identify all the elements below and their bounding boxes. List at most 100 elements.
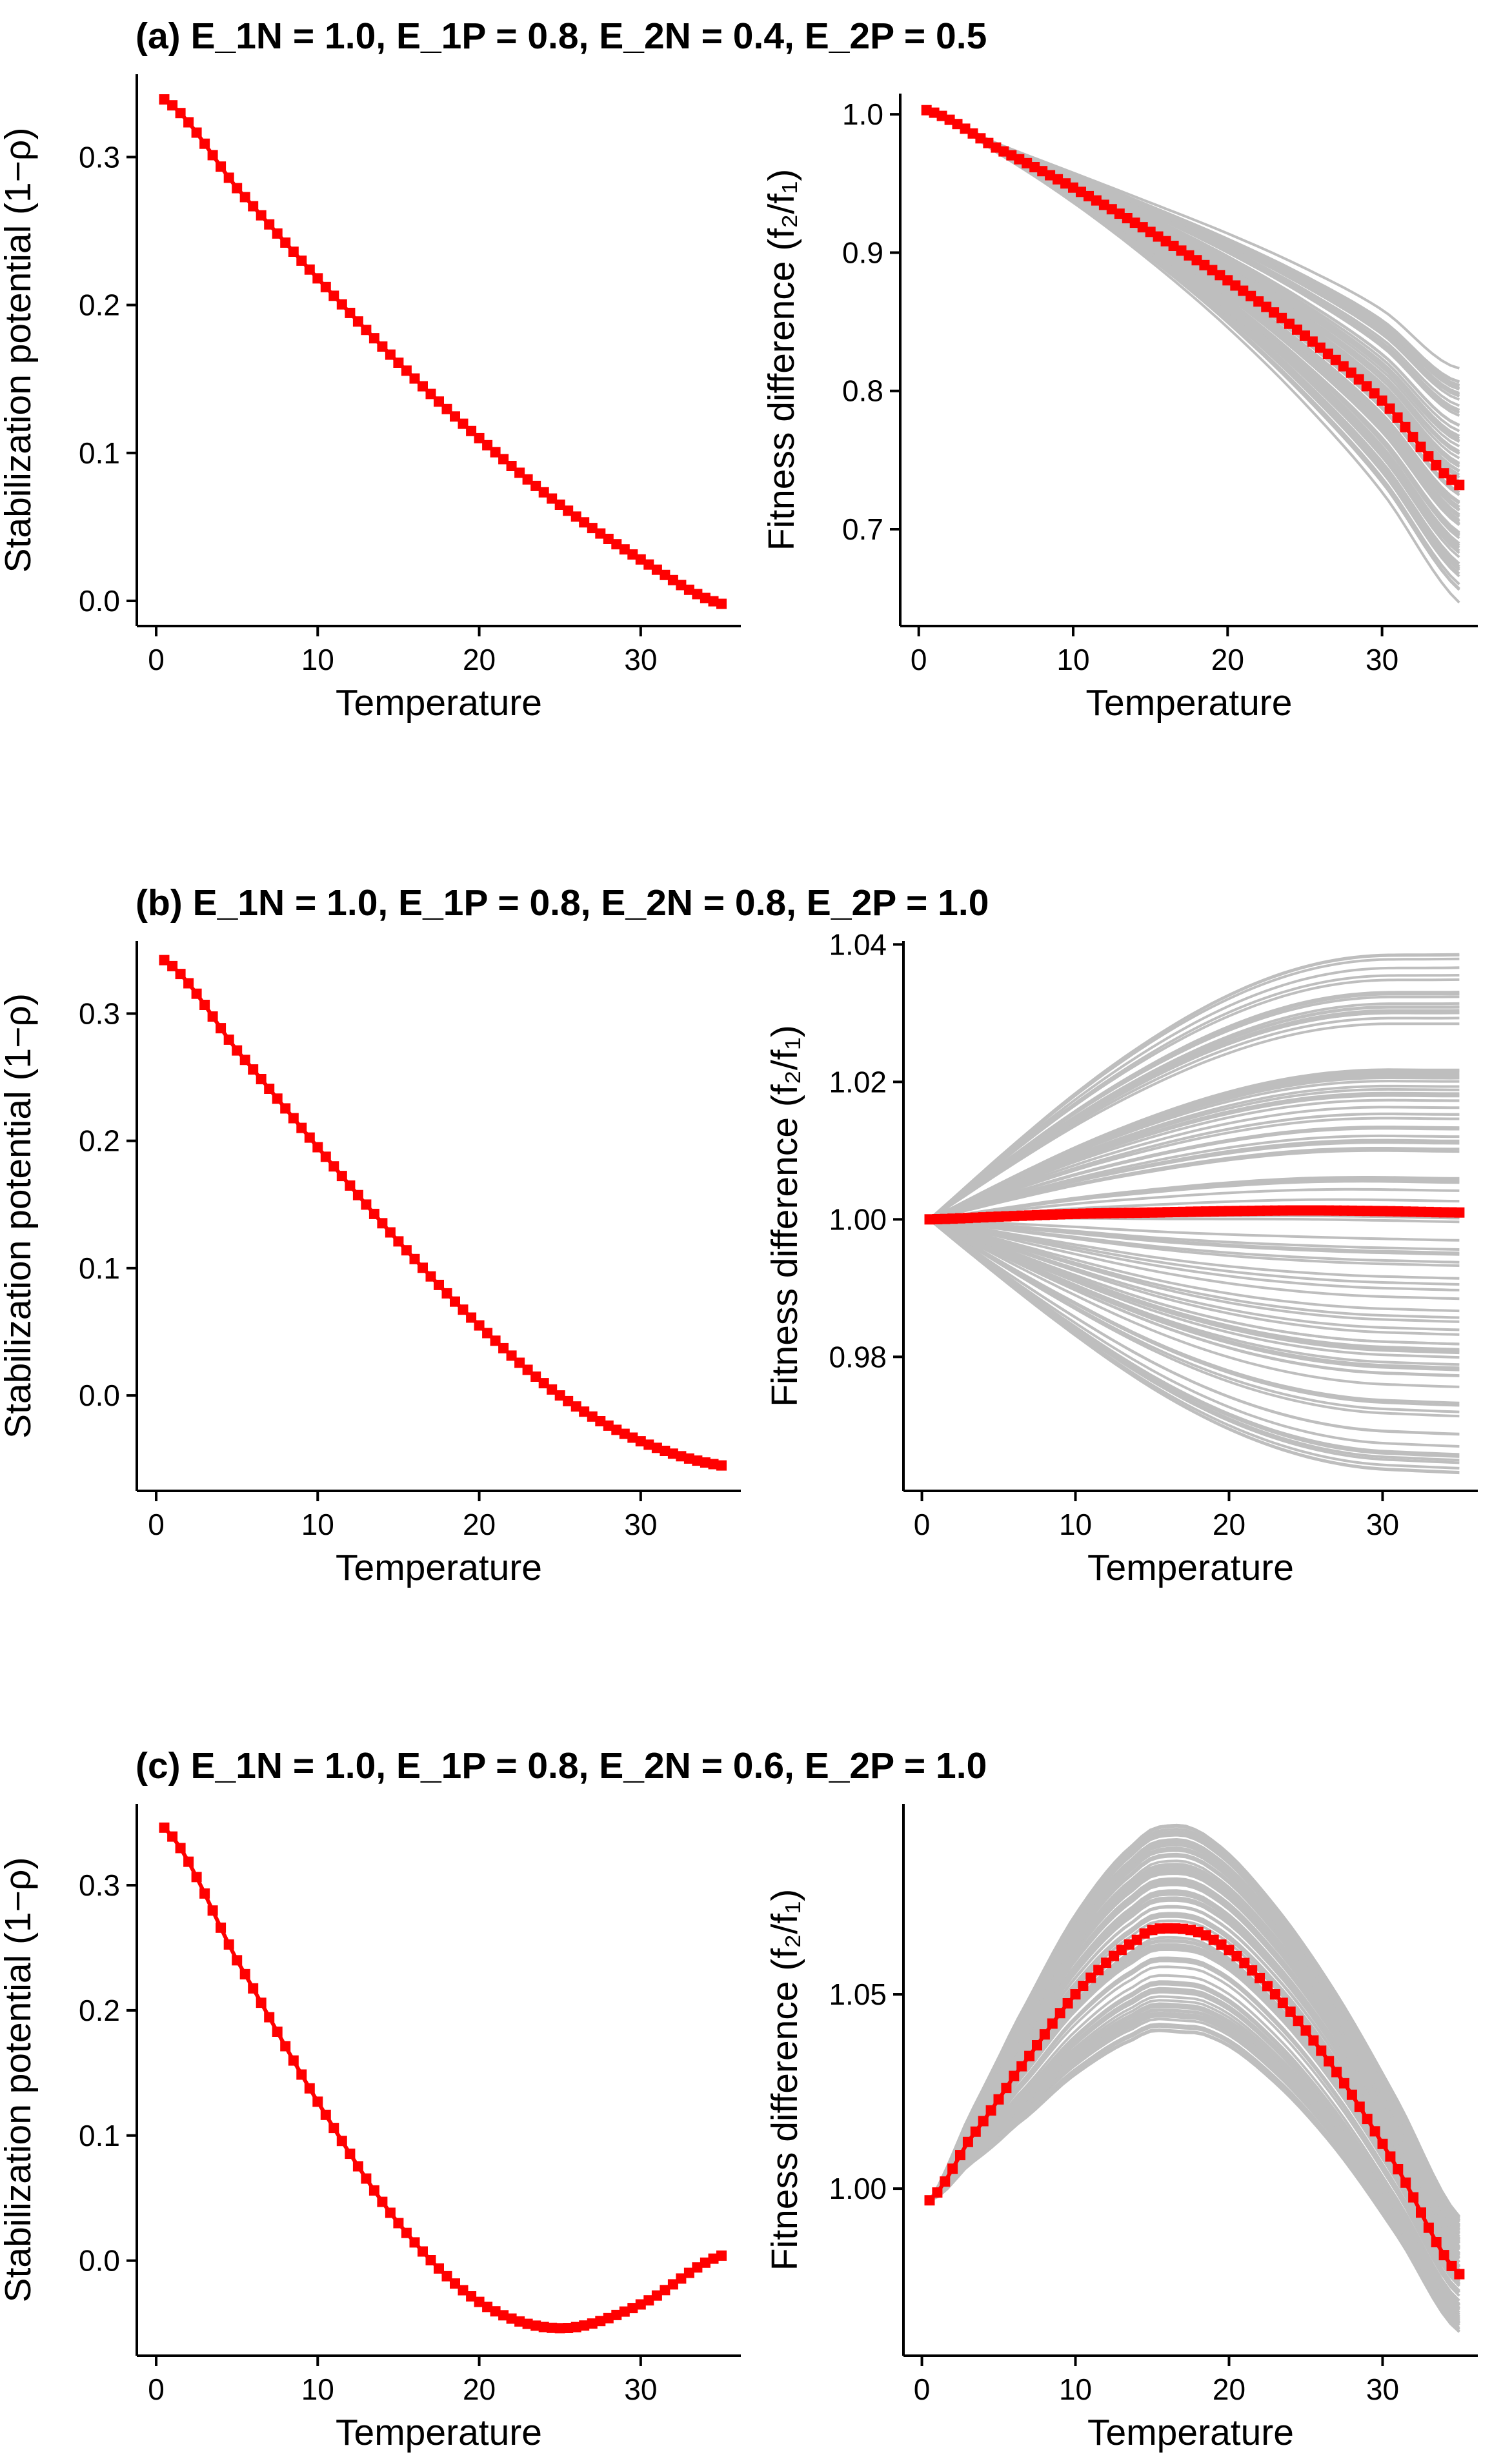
data-point bbox=[692, 1455, 703, 1466]
simulation-line bbox=[929, 2005, 1460, 2320]
simulation-curves bbox=[928, 1823, 1460, 2333]
data-point bbox=[393, 2218, 404, 2229]
x-tick-label: 20 bbox=[463, 643, 496, 676]
data-point bbox=[239, 1968, 250, 1979]
data-point bbox=[1446, 2260, 1457, 2271]
data-point bbox=[547, 2322, 558, 2333]
chart-a-stabilization: 0 10 20 30 0.0 0.1 0.2 0.3 Temperature Stabilizat… bbox=[0, 74, 741, 724]
data-point bbox=[288, 247, 299, 257]
simulation-line bbox=[929, 1218, 1460, 1313]
data-point bbox=[377, 2196, 388, 2207]
data-point bbox=[676, 580, 687, 591]
data-point bbox=[716, 598, 727, 609]
data-point bbox=[1354, 2101, 1365, 2112]
x-tick-label: 30 bbox=[1366, 643, 1398, 676]
data-point bbox=[651, 2290, 662, 2301]
data-point bbox=[1032, 2040, 1042, 2050]
simulation-line bbox=[929, 1127, 1460, 1221]
data-point bbox=[434, 1279, 444, 1290]
data-point bbox=[490, 447, 501, 458]
data-point bbox=[1269, 1989, 1280, 1999]
y-tick-label: 1.00 bbox=[829, 2172, 887, 2205]
data-point bbox=[1277, 1998, 1288, 2009]
data-point bbox=[1362, 2114, 1373, 2125]
data-point bbox=[368, 1208, 379, 1219]
y-tick-label: 0.98 bbox=[829, 1340, 887, 1373]
data-point bbox=[1062, 1998, 1073, 2009]
data-point bbox=[1454, 2269, 1465, 2280]
simulation-line bbox=[929, 1218, 1460, 1300]
data-point bbox=[563, 1395, 574, 1406]
data-point bbox=[401, 2227, 412, 2238]
data-point bbox=[603, 534, 614, 544]
data-point bbox=[692, 2262, 703, 2273]
data-point bbox=[256, 210, 267, 221]
data-point bbox=[716, 1460, 727, 1471]
data-point bbox=[409, 373, 420, 384]
y-tick-label: 1.05 bbox=[829, 1978, 887, 2011]
data-point bbox=[425, 1271, 436, 1282]
data-point bbox=[595, 528, 606, 539]
data-point bbox=[547, 493, 558, 504]
data-point bbox=[619, 544, 630, 555]
data-point bbox=[1070, 1989, 1081, 1999]
data-point bbox=[223, 1939, 234, 1950]
data-point bbox=[579, 2320, 590, 2331]
data-point bbox=[538, 2322, 549, 2333]
data-point bbox=[466, 425, 477, 436]
data-point bbox=[498, 2310, 509, 2321]
y-tick-label: 0.2 bbox=[79, 1124, 120, 1158]
data-point bbox=[635, 2299, 646, 2310]
data-point bbox=[167, 100, 178, 111]
y-tick-label: 0.0 bbox=[79, 584, 120, 618]
data-point bbox=[385, 2207, 396, 2218]
data-point bbox=[1346, 2089, 1357, 2100]
x-tick-label: 30 bbox=[624, 1508, 657, 1541]
data-point bbox=[603, 1420, 614, 1431]
y-tick-label: 1.04 bbox=[829, 927, 887, 961]
simulation-line bbox=[929, 1218, 1460, 1336]
data-point bbox=[985, 2105, 996, 2116]
simulation-line bbox=[929, 1218, 1460, 1346]
simulation-line bbox=[928, 1840, 1460, 2227]
data-point bbox=[207, 150, 218, 161]
y-tick-label: 0.1 bbox=[79, 1251, 120, 1285]
simulation-line bbox=[926, 108, 1460, 590]
data-point bbox=[1384, 403, 1395, 414]
data-point bbox=[409, 1253, 420, 1264]
data-point bbox=[708, 1459, 719, 1470]
simulation-line bbox=[929, 1218, 1460, 1251]
data-point bbox=[191, 988, 202, 999]
data-point bbox=[216, 1023, 227, 1034]
data-point bbox=[683, 584, 694, 595]
data-point bbox=[947, 2163, 958, 2174]
simulation-line bbox=[929, 1219, 1460, 1448]
data-point bbox=[248, 201, 259, 212]
simulation-line bbox=[929, 1218, 1460, 1352]
simulation-line bbox=[928, 1832, 1460, 2222]
data-point bbox=[345, 2149, 356, 2160]
simulation-line bbox=[929, 2029, 1460, 2333]
data-point bbox=[603, 2312, 614, 2323]
simulation-line bbox=[929, 1112, 1460, 1221]
data-point bbox=[676, 2273, 687, 2284]
simulation-line bbox=[929, 1218, 1460, 1280]
data-point bbox=[191, 127, 202, 138]
data-point bbox=[924, 2195, 935, 2206]
data-point bbox=[1415, 441, 1426, 452]
simulation-line bbox=[929, 1188, 1460, 1221]
data-point bbox=[955, 2150, 965, 2161]
data-point bbox=[175, 969, 186, 980]
data-point bbox=[248, 1983, 259, 1994]
simulation-line bbox=[929, 1218, 1460, 1418]
mean-series-line bbox=[163, 958, 722, 1468]
data-point bbox=[393, 358, 404, 368]
data-point bbox=[627, 549, 638, 560]
simulation-line bbox=[926, 108, 1460, 585]
data-point bbox=[361, 2173, 372, 2184]
data-point bbox=[708, 596, 719, 607]
simulation-line bbox=[929, 1218, 1460, 1331]
data-point bbox=[1400, 421, 1411, 432]
data-point bbox=[506, 1350, 517, 1361]
data-point bbox=[368, 333, 379, 344]
